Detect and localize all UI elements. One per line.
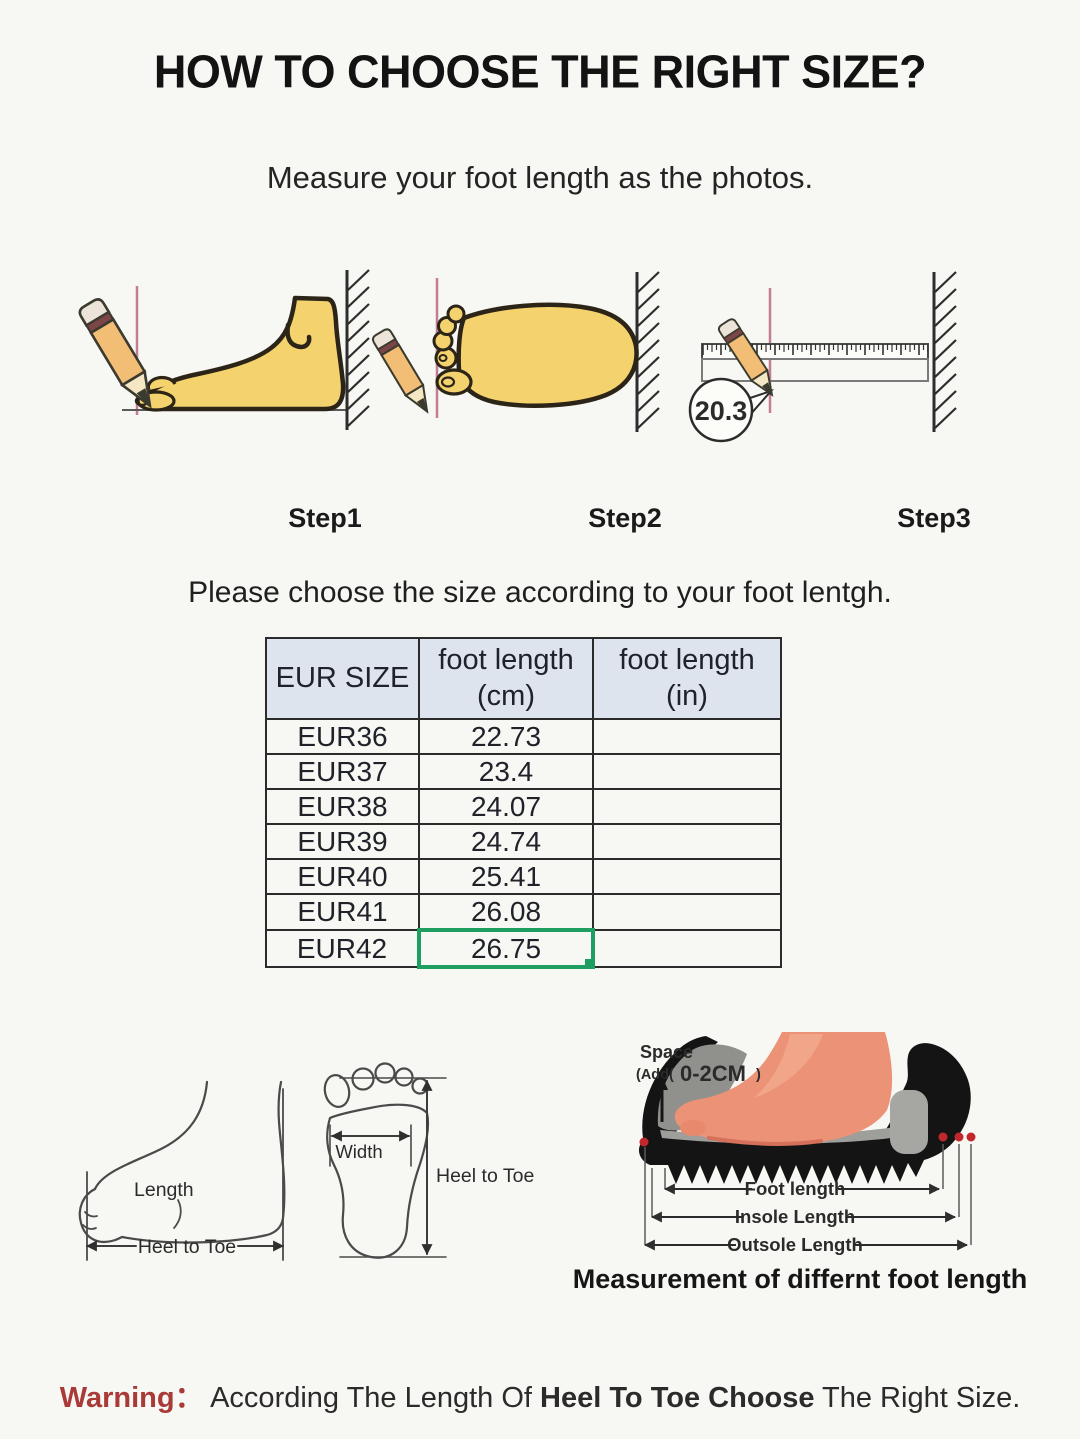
col-header-foot-length-cm: foot length (cm)	[418, 637, 594, 720]
space-annotation: Space (Add( 0-2CM )	[636, 1042, 761, 1122]
foot-side-view	[134, 295, 346, 412]
warning-text-end: The Right Size.	[814, 1382, 1021, 1414]
step3-illustration: 20.3	[688, 270, 958, 443]
length-label: Length	[134, 1179, 194, 1201]
measuring-steps-illustration: 20.3	[76, 268, 958, 443]
measurement-diagrams: Length Heel to Toe Width Heel to Toe	[78, 1032, 976, 1261]
size-cell: EUR39	[265, 823, 420, 860]
shoe-measurement-diagram: Foot length Insole Length Outsole Length…	[636, 1032, 976, 1255]
col-header-text: foot length	[619, 644, 755, 677]
table-row: EUR38 24.07	[265, 788, 782, 825]
table-row: EUR39 24.74	[265, 823, 782, 860]
foot-length-diagram: Length Heel to Toe	[78, 1080, 286, 1261]
table-row: EUR40 25.41	[265, 858, 782, 895]
size-cell: EUR36	[265, 718, 420, 755]
table-row: EUR41 26.08	[265, 893, 782, 931]
warning-text-bold: Heel To Toe Choose	[540, 1382, 815, 1414]
cm-cell: 24.07	[418, 788, 594, 825]
step2-illustration	[370, 270, 661, 434]
heel-pad	[890, 1090, 928, 1154]
size-cell: EUR40	[265, 858, 420, 895]
warning-text-start: According The Length Of	[210, 1382, 541, 1414]
measured-value: 20.3	[695, 396, 748, 426]
size-cell: EUR38	[265, 788, 420, 825]
space-add-prefix: (Add(	[636, 1067, 674, 1083]
foot-in-shoe	[674, 1032, 893, 1146]
col-header-text: (in)	[666, 679, 708, 712]
col-header-text: foot length	[438, 644, 574, 677]
table-row: EUR42 26.75	[265, 928, 782, 969]
measure-arrows	[643, 1183, 969, 1251]
wall-hatch-icon	[932, 270, 958, 434]
pencil-icon	[76, 295, 163, 414]
table-row: EUR36 22.73	[265, 718, 782, 755]
cm-cell: 25.41	[418, 858, 594, 895]
shoe-outsole	[638, 1043, 971, 1184]
col-header-foot-length-in: foot length (in)	[592, 637, 782, 720]
space-value: 0-2CM	[680, 1061, 746, 1086]
size-cell: EUR42	[265, 929, 420, 968]
guide-lines	[644, 1144, 972, 1245]
space-add-suffix: )	[756, 1067, 761, 1083]
pencil-icon	[370, 326, 437, 418]
size-table: EUR SIZE foot length (cm) foot length (i…	[265, 637, 782, 969]
space-label: Space	[640, 1042, 693, 1062]
foot-length-label: Foot length	[745, 1178, 846, 1199]
step1-label: Step1	[288, 503, 362, 533]
footprint-diagram: Width Heel to Toe	[323, 1062, 534, 1259]
cm-cell: 22.73	[418, 718, 594, 755]
step2-label: Step2	[588, 503, 662, 533]
in-cell	[592, 788, 782, 825]
cm-cell: 23.4	[418, 753, 594, 790]
measurement-caption: Measurement of differnt foot length	[572, 1264, 1028, 1294]
space-arrowhead	[656, 1076, 668, 1090]
warning-label: Warning：	[59, 1382, 204, 1414]
warning-line: Warning： According The Length Of Heel To…	[0, 1374, 1080, 1416]
wall-hatch-icon	[635, 270, 661, 434]
foot-top-view	[432, 302, 639, 409]
cm-cell: 26.08	[418, 893, 594, 931]
outsole-length-label: Outsole Length	[727, 1234, 863, 1255]
in-cell	[592, 893, 782, 931]
in-cell	[592, 718, 782, 755]
heel-to-toe-label: Heel to Toe	[138, 1236, 236, 1258]
cm-cell: 24.74	[418, 823, 594, 860]
in-cell	[592, 753, 782, 790]
measurement-bubble: 20.3	[688, 377, 775, 443]
step1-illustration	[76, 268, 371, 432]
col-header-text: EUR SIZE	[275, 661, 410, 694]
wall-hatch-icon	[345, 268, 371, 432]
col-header-text: (cm)	[477, 679, 535, 712]
selected-cell: 26.75	[417, 928, 595, 969]
table-row: EUR37 23.4	[265, 753, 782, 790]
measure-points	[639, 1132, 976, 1147]
size-cell: EUR37	[265, 753, 420, 790]
in-cell	[592, 929, 782, 968]
step3-label: Step3	[897, 503, 971, 533]
insole-length-label: Insole Length	[735, 1206, 855, 1227]
in-cell	[592, 858, 782, 895]
heel-to-toe-label: Heel to Toe	[436, 1165, 534, 1187]
size-heading: Please choose the size according to your…	[188, 576, 892, 609]
col-header-eur-size: EUR SIZE	[265, 637, 420, 720]
size-cell: EUR41	[265, 893, 420, 931]
page-title: HOW TO CHOOSE THE RIGHT SIZE?	[153, 44, 927, 98]
subtitle: Measure your foot length as the photos.	[266, 160, 814, 195]
width-label: Width	[335, 1141, 382, 1162]
table-header-row: EUR SIZE foot length (cm) foot length (i…	[265, 637, 782, 720]
in-cell	[592, 823, 782, 860]
